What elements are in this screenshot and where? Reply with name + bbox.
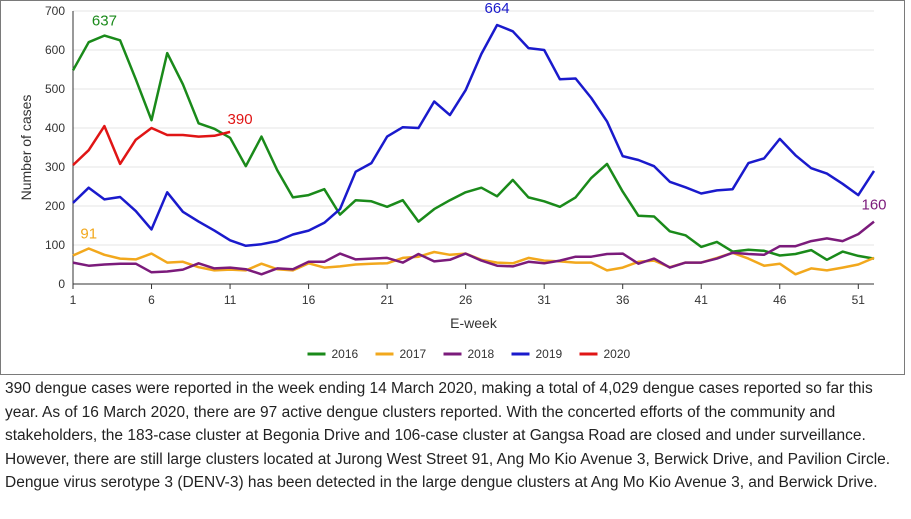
data-label-2016: 637 xyxy=(92,13,117,30)
x-tick-label: 41 xyxy=(695,293,709,307)
series-line-2017 xyxy=(72,247,875,276)
x-tick-label: 46 xyxy=(773,293,787,307)
data-label-2018: 160 xyxy=(861,197,886,214)
y-tick-label: 100 xyxy=(45,238,65,252)
y-tick-label: 600 xyxy=(45,43,65,57)
x-tick-label: 36 xyxy=(616,293,630,307)
data-label-2019: 664 xyxy=(485,1,510,17)
x-axis-label: E-week xyxy=(450,315,498,331)
y-tick-label: 500 xyxy=(45,82,65,96)
data-label-2020: 390 xyxy=(228,111,253,128)
caption-paragraph: 390 dengue cases were reported in the we… xyxy=(5,380,891,491)
legend-label-2017: 2017 xyxy=(400,347,427,361)
x-tick-label: 16 xyxy=(302,293,316,307)
legend-label-2018: 2018 xyxy=(468,347,495,361)
y-tick-label: 300 xyxy=(45,160,65,174)
series-layer xyxy=(71,23,876,276)
gridlines xyxy=(73,10,874,246)
x-tick-label: 1 xyxy=(70,293,77,307)
y-tick-label: 700 xyxy=(45,4,65,18)
y-axis-label: Number of cases xyxy=(18,95,34,201)
x-tick-label: 26 xyxy=(459,293,473,307)
annotations: 637 91 390 664 160 xyxy=(80,1,886,243)
legend-label-2019: 2019 xyxy=(536,347,563,361)
series-line-2020 xyxy=(72,124,231,167)
x-tick-label: 21 xyxy=(380,293,394,307)
x-tick-label: 6 xyxy=(148,293,155,307)
legend-label-2016: 2016 xyxy=(332,347,359,361)
y-tick-label: 200 xyxy=(45,199,65,213)
y-tick-label: 0 xyxy=(58,277,65,291)
chart-panel: 0 100 200 300 400 500 600 700 1 6 11 16 21 26 31 36 41 46… xyxy=(0,0,905,375)
legend: 2016 2017 2018 2019 2020 xyxy=(307,347,631,361)
x-tick-label: 31 xyxy=(537,293,551,307)
x-tick-label: 11 xyxy=(224,293,237,307)
y-tick-label: 400 xyxy=(45,121,65,135)
series-line-2019 xyxy=(72,23,876,248)
series-line-2018 xyxy=(72,220,875,276)
legend-label-2020: 2020 xyxy=(604,347,631,361)
series-line-2016 xyxy=(71,34,875,262)
data-label-2017: 91 xyxy=(80,226,97,243)
x-tick-label: 51 xyxy=(852,293,866,307)
